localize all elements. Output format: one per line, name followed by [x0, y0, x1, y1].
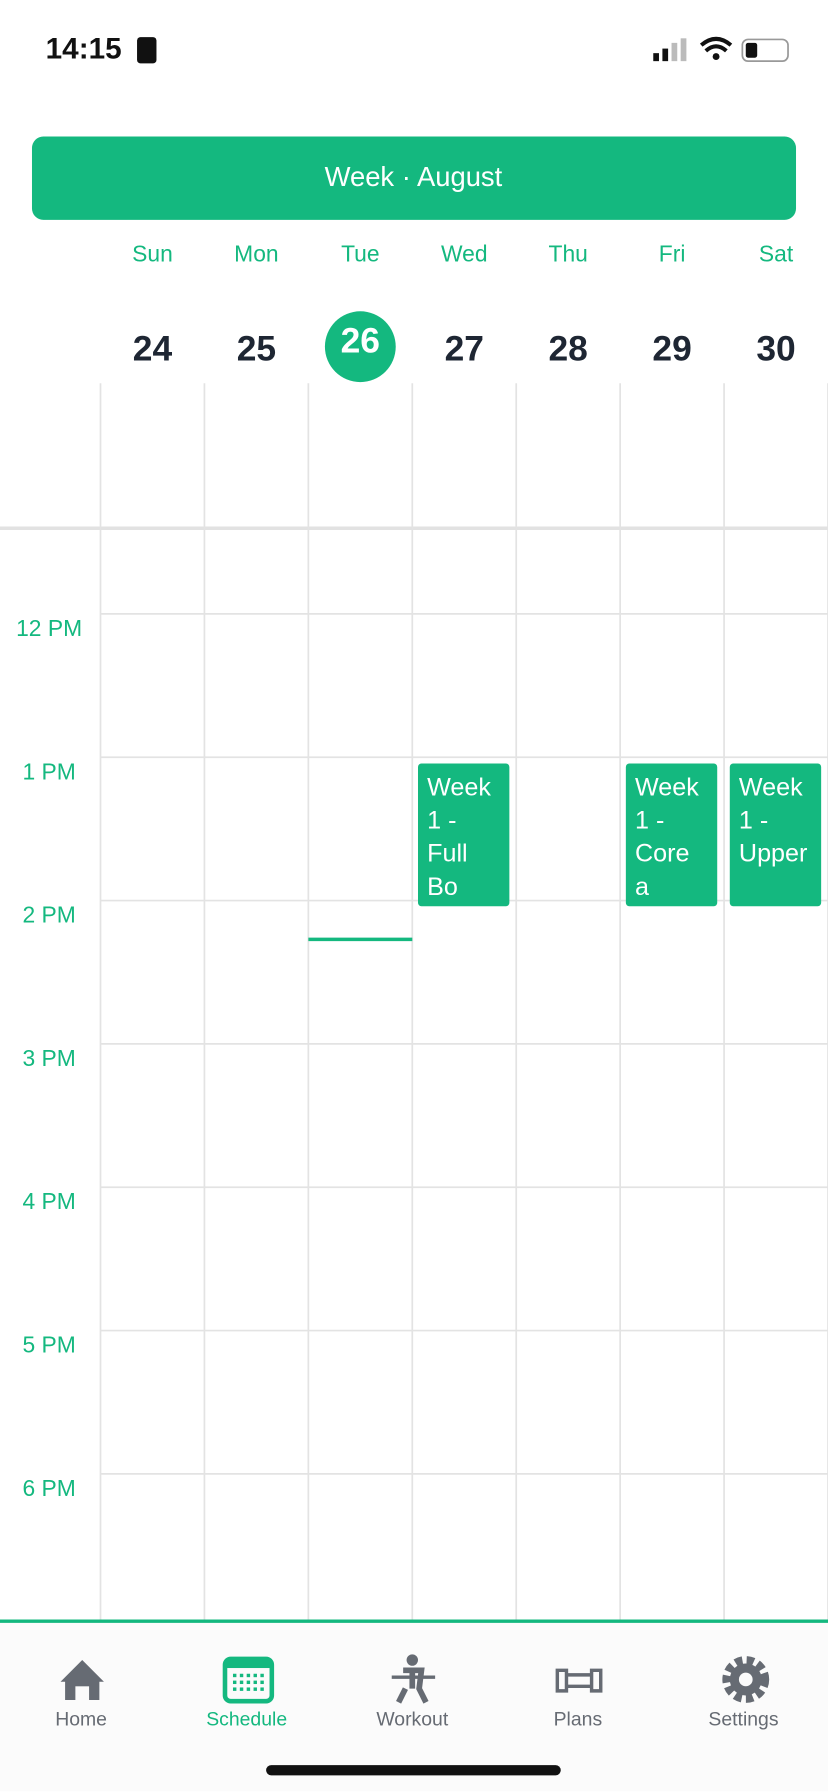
- tab-label: Schedule: [206, 1709, 287, 1731]
- day-date[interactable]: 26: [341, 321, 380, 361]
- day-name[interactable]: Fri: [659, 240, 686, 266]
- tab-icon: [239, 1687, 244, 1691]
- event-title: Week 1 - Upper: [738, 772, 808, 868]
- tab-icon: [246, 1673, 251, 1678]
- time-label: 2 PM: [22, 902, 75, 928]
- tab[interactable]: Workout: [376, 1654, 449, 1731]
- day-date[interactable]: 27: [445, 329, 484, 369]
- day-name[interactable]: Sun: [132, 240, 173, 266]
- day-name[interactable]: Wed: [441, 240, 488, 266]
- tab-icon: [260, 1680, 264, 1685]
- tab-icon: [224, 1658, 272, 1669]
- tab-icon: [253, 1673, 257, 1678]
- tab-icon: [260, 1687, 264, 1691]
- event: Week 1 - Upper: [738, 772, 808, 868]
- tab[interactable]: Plans: [554, 1668, 603, 1731]
- tab-icon: [246, 1680, 251, 1685]
- tab-icon: [396, 1667, 429, 1704]
- tab-icon: [239, 1673, 244, 1678]
- day-name[interactable]: Mon: [234, 240, 278, 266]
- home-indicator: [266, 1765, 561, 1776]
- tab-icon: [239, 1680, 244, 1685]
- tab[interactable]: Settings: [708, 1656, 779, 1731]
- tab-icon: [260, 1673, 264, 1678]
- day-name[interactable]: Tue: [341, 240, 380, 266]
- status-icon: [137, 37, 157, 64]
- day-date[interactable]: 25: [237, 329, 276, 369]
- day-date[interactable]: 24: [133, 329, 173, 369]
- time-label: 3 PM: [22, 1045, 75, 1071]
- event: Week 1 - Core a: [634, 772, 699, 900]
- day-date[interactable]: 30: [756, 329, 795, 369]
- tab[interactable]: Home: [55, 1660, 107, 1731]
- grid: [99, 383, 828, 1621]
- tab-icon: [555, 1668, 603, 1693]
- event: Week 1 - Full Bo: [427, 772, 491, 900]
- content: Sun 24 Mon 25 Tue 26 Wed 27 Thu 28 Fri 29 Sat 30 12 PM…: [16, 240, 822, 1788]
- tab-icon: [253, 1680, 257, 1685]
- tab[interactable]: Schedule: [206, 1656, 287, 1731]
- tab-icon: [246, 1687, 251, 1691]
- tabs: Home Schedule Workout Plans Settings: [55, 1654, 779, 1731]
- event-block[interactable]: [417, 763, 510, 907]
- day-date[interactable]: 28: [548, 329, 587, 369]
- time-label: 1 PM: [22, 758, 75, 784]
- tab-icon: [738, 1672, 753, 1687]
- tab-icon: [722, 1656, 770, 1703]
- tab-icon: [253, 1687, 257, 1691]
- tab-icon: [406, 1654, 418, 1666]
- tab-label: Settings: [708, 1709, 778, 1731]
- tab-label: Plans: [554, 1709, 603, 1731]
- tab-icon: [232, 1687, 237, 1691]
- tab-label: Workout: [376, 1709, 449, 1731]
- day-date[interactable]: 29: [652, 329, 691, 369]
- event-block[interactable]: [729, 763, 822, 907]
- event-title: Week 1 - Core a: [634, 772, 699, 900]
- time-label: 12 PM: [16, 615, 82, 641]
- status-time: 14:15: [46, 33, 122, 66]
- time-label: 5 PM: [22, 1332, 75, 1358]
- event-block[interactable]: [625, 763, 718, 907]
- tab-icon: [75, 1686, 90, 1701]
- event-title: Week 1 - Full Bo: [427, 772, 491, 900]
- day-name[interactable]: Sat: [759, 240, 794, 266]
- tab-icon: [232, 1680, 237, 1685]
- tab-icon: [232, 1673, 237, 1678]
- selected-day: [324, 311, 396, 383]
- tab-label: Home: [55, 1709, 107, 1731]
- time-label: 6 PM: [22, 1475, 75, 1501]
- tab-bar: [0, 1620, 828, 1792]
- header-title: Week · August: [325, 161, 503, 192]
- tab-icon: [60, 1660, 104, 1701]
- header-bar[interactable]: [31, 136, 797, 220]
- status-right: [653, 36, 789, 63]
- time-label: 4 PM: [22, 1188, 75, 1214]
- day-name[interactable]: Thu: [549, 240, 588, 266]
